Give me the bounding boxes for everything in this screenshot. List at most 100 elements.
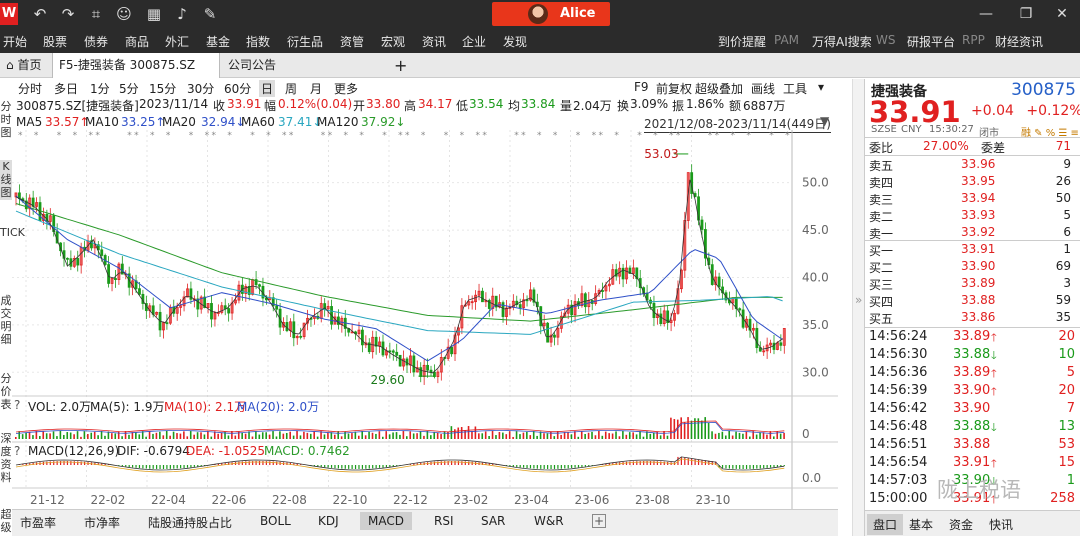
tab-announcements[interactable]: 公司公告 [222,53,282,78]
restore-icon[interactable]: ❐ [1019,6,1033,22]
tab-kdj[interactable]: KDJ [318,514,339,528]
menu-macro[interactable]: 宏观 [381,35,406,49]
bid-row[interactable]: 买五 33.86 35 [865,309,1080,326]
period-60min[interactable]: 60分 [224,82,252,96]
menu-research[interactable]: 研报平台 [907,35,956,49]
tab-wr[interactable]: W&R [534,514,564,528]
tab-home[interactable]: ⌂ 首页 [0,53,47,78]
tab-sar[interactable]: SAR [481,514,506,528]
note-icon[interactable]: ✎ [203,5,217,23]
f9-button[interactable]: F9 [634,80,649,94]
tab-fund-flow[interactable]: 资金 [949,518,974,532]
menu-derivatives[interactable]: 衍生品 [287,35,324,49]
tools-button[interactable]: 工具 [783,82,808,96]
menu-commodity[interactable]: 商品 [125,35,150,49]
tab-pb[interactable]: 市净率 [84,516,121,530]
menu-start[interactable]: 开始 [3,35,28,49]
tab-rsi[interactable]: RSI [434,514,454,528]
side-trade-detail[interactable]: 成交明细 [0,294,12,346]
menu-enterprise[interactable]: 企业 [462,35,487,49]
menu-bond[interactable]: 债券 [84,35,109,49]
chat-icon[interactable]: ☺ [116,5,132,23]
period-5min[interactable]: 5分 [119,82,139,96]
help-icon[interactable]: ? [14,398,21,412]
add-indicator-icon[interactable]: + [592,514,606,528]
period-multiday[interactable]: 多日 [54,82,79,96]
bid-row[interactable]: 买一 33.91 1 [865,241,1080,258]
event-star-icon: * [731,131,736,141]
period-15min[interactable]: 15分 [149,82,177,96]
menu-news[interactable]: 资讯 [422,35,447,49]
title-bar: W ↶ ↷ ⌗ ☺ ▦ ♪ ✎ Alice — ❐ ✕ [0,0,1080,28]
add-tab-icon[interactable]: + [394,56,408,75]
adjust-button[interactable]: 前复权 [656,82,693,96]
bid-row[interactable]: 买二 33.90 69 [865,258,1080,275]
menu-price-alert[interactable]: 到价提醒 [718,35,767,49]
period-daily[interactable]: 日 [259,80,276,97]
side-kline[interactable]: K线图 [0,160,12,200]
ask-row[interactable]: 卖一 33.92 6 [865,224,1080,241]
menu-stock[interactable]: 股票 [43,35,68,49]
close-icon[interactable]: ✕ [1056,6,1068,22]
tab-stock[interactable]: F5-捷强装备 300875.SZ [52,53,220,78]
tab-orderbook[interactable]: 盘口 [867,514,904,535]
menu-finance-news[interactable]: 财经资讯 [995,35,1044,49]
side-depth-data[interactable]: 深度资料 [0,432,12,484]
menu-fund[interactable]: 基金 [206,35,231,49]
tab-flash-news[interactable]: 快讯 [989,518,1014,532]
grid-icon[interactable]: ▦ [146,5,162,23]
period-timeshare[interactable]: 分时 [18,82,43,96]
ask-row[interactable]: 卖三 33.94 50 [865,190,1080,207]
side-price-table[interactable]: 分价表 [0,372,12,411]
undo-icon[interactable]: ↶ [33,5,47,23]
ask-row[interactable]: 卖二 33.93 5 [865,207,1080,224]
menu-discover[interactable]: 发现 [503,35,528,49]
menu-index[interactable]: 指数 [246,35,271,49]
side-timeshare[interactable]: 分时图 [0,100,12,139]
ask-row[interactable]: 卖四 33.95 26 [865,173,1080,190]
candle-body [419,367,423,377]
redo-icon[interactable]: ↷ [61,5,75,23]
candle-body [374,336,378,347]
period-more[interactable]: 更多 [334,82,359,96]
panel-splitter[interactable]: » [852,79,864,536]
bid-row[interactable]: 买三 33.89 3 [865,275,1080,292]
tab-macd[interactable]: MACD [360,512,412,530]
candle-body [618,267,622,277]
side-super[interactable]: 超级 [0,508,12,534]
volume-bar [598,431,600,439]
event-star-icon: * [134,131,139,141]
chevron-down-icon[interactable]: ▾ [818,80,825,94]
period-1min[interactable]: 1分 [90,82,110,96]
menu-forex[interactable]: 外汇 [165,35,190,49]
volume-bar [251,436,254,439]
overlay-button[interactable]: 超级叠加 [695,82,744,96]
expand-icon[interactable]: » [855,293,863,307]
minimize-icon[interactable]: — [979,6,993,22]
tab-pe[interactable]: 市盈率 [20,516,57,530]
side-tick[interactable]: TICK [0,226,25,239]
bid-row[interactable]: 买四 33.88 59 [865,292,1080,309]
period-monthly[interactable]: 月 [310,82,323,96]
tab-northbound[interactable]: 陆股通持股占比 [148,516,233,530]
menu-ai-search[interactable]: 万得AI搜索 [812,35,872,49]
period-weekly[interactable]: 周 [285,82,298,96]
candle-body [474,294,477,303]
crop-icon[interactable]: ⌗ [91,5,101,23]
macd-dea: DEA: -1.0525 [186,444,265,458]
tab-boll[interactable]: BOLL [260,514,291,528]
collapse-icon[interactable]: ▼ [820,114,830,128]
tick-volume: 258 [1050,491,1075,506]
tool-icons[interactable]: 融 ✎ % ☰ ≡ [1021,128,1079,139]
macd-bar [166,465,168,469]
bell-icon[interactable]: ♪ [177,5,187,23]
user-account-button[interactable]: Alice [492,2,610,26]
ask-row[interactable]: 卖五 33.96 9 [865,156,1080,173]
help-icon[interactable]: ? [14,444,21,458]
tab-basic[interactable]: 基本 [909,518,934,532]
draw-button[interactable]: 画线 [751,82,776,96]
menu-asset-mgmt[interactable]: 资管 [340,35,365,49]
kline-chart[interactable]: 50.0 45.0 40.0 35.0 30.0 0 0.0 53.03 29.60 21-12 2… [12,130,838,509]
candle-body [738,308,742,311]
period-30min[interactable]: 30分 [187,82,215,96]
